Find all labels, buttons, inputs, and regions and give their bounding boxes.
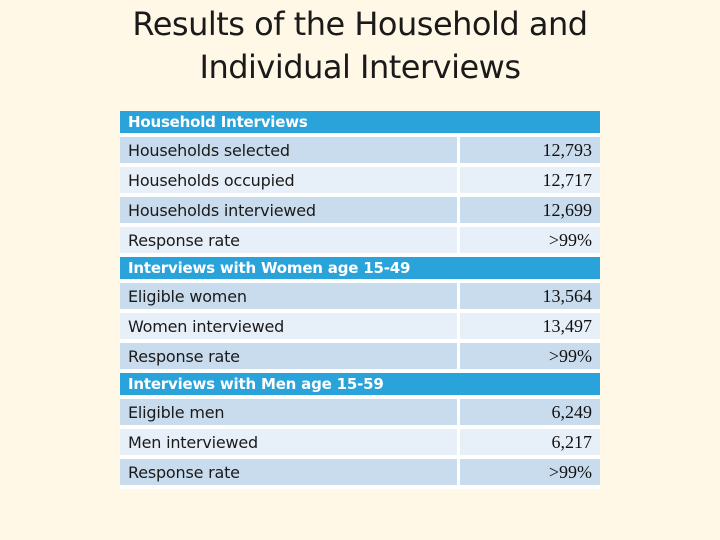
row-value: 6,249 — [457, 399, 600, 429]
table-row: Households selected 12,793 — [120, 137, 600, 167]
row-label: Households selected — [120, 137, 457, 167]
row-label: Households occupied — [120, 167, 457, 197]
row-label: Women interviewed — [120, 313, 457, 343]
section-header-women-interviews: Interviews with Women age 15-49 — [120, 257, 600, 283]
row-value: >99% — [457, 459, 600, 489]
row-value: 6,217 — [457, 429, 600, 459]
row-value: >99% — [457, 343, 600, 373]
row-value: >99% — [457, 227, 600, 257]
table-row: Households occupied 12,717 — [120, 167, 600, 197]
row-label: Households interviewed — [120, 197, 457, 227]
table-row: Response rate >99% — [120, 343, 600, 373]
row-value: 12,699 — [457, 197, 600, 227]
row-value: 13,564 — [457, 283, 600, 313]
row-label: Response rate — [120, 459, 457, 489]
row-label: Response rate — [120, 343, 457, 373]
table-row: Women interviewed 13,497 — [120, 313, 600, 343]
table-row: Men interviewed 6,217 — [120, 429, 600, 459]
table-row: Eligible men 6,249 — [120, 399, 600, 429]
table-row: Response rate >99% — [120, 227, 600, 257]
table-row: Response rate >99% — [120, 459, 600, 489]
row-value: 12,793 — [457, 137, 600, 167]
title-line-1: Results of the Household and — [132, 5, 588, 43]
row-value: 12,717 — [457, 167, 600, 197]
row-label: Eligible men — [120, 399, 457, 429]
row-label: Eligible women — [120, 283, 457, 313]
row-value: 13,497 — [457, 313, 600, 343]
results-table: Household Interviews Households selected… — [120, 111, 600, 489]
row-label: Response rate — [120, 227, 457, 257]
table-row: Eligible women 13,564 — [120, 283, 600, 313]
slide-title: Results of the Household and Individual … — [0, 3, 720, 89]
row-label: Men interviewed — [120, 429, 457, 459]
title-line-2: Individual Interviews — [199, 48, 521, 86]
section-header-men-interviews: Interviews with Men age 15-59 — [120, 373, 600, 399]
table-row: Households interviewed 12,699 — [120, 197, 600, 227]
section-header-household-interviews: Household Interviews — [120, 111, 600, 137]
